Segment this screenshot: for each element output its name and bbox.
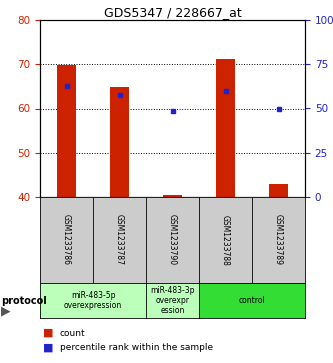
Bar	[216, 59, 235, 197]
Text: ▶: ▶	[1, 304, 10, 317]
Text: GSM1233787: GSM1233787	[115, 215, 124, 265]
Text: GSM1233788: GSM1233788	[221, 215, 230, 265]
Text: control: control	[239, 296, 265, 305]
Text: miR-483-5p
overexpression: miR-483-5p overexpression	[64, 291, 122, 310]
Bar	[163, 195, 182, 197]
Title: GDS5347 / 228667_at: GDS5347 / 228667_at	[104, 6, 241, 19]
Bar	[57, 65, 76, 197]
Text: GSM1233789: GSM1233789	[274, 215, 283, 265]
Text: protocol: protocol	[1, 295, 46, 306]
Text: miR-483-3p
overexpr
ession: miR-483-3p overexpr ession	[150, 286, 195, 315]
Bar	[110, 87, 129, 197]
Text: ■: ■	[43, 343, 54, 353]
Text: ■: ■	[43, 328, 54, 338]
Text: count: count	[60, 329, 86, 338]
Text: GSM1233786: GSM1233786	[62, 215, 71, 265]
Text: GSM1233790: GSM1233790	[168, 215, 177, 266]
Bar	[269, 184, 288, 197]
Text: percentile rank within the sample: percentile rank within the sample	[60, 343, 213, 352]
